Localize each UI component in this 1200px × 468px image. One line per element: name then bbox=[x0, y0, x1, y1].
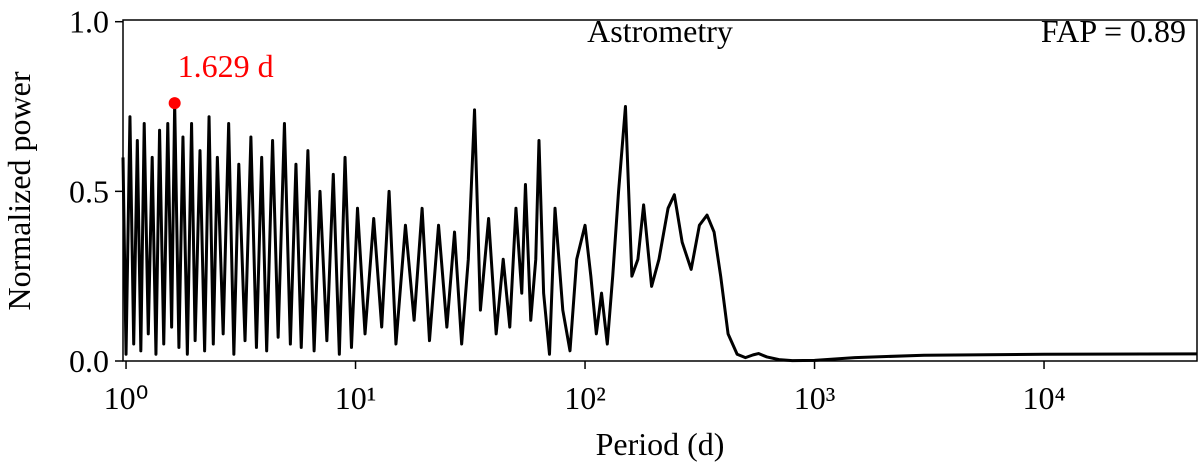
fap-annotation: FAP = 0.89 bbox=[1041, 13, 1186, 49]
chart-title: Astrometry bbox=[587, 13, 733, 49]
y-axis-label: Normalized power bbox=[1, 71, 37, 310]
y-tick-label: 0.5 bbox=[69, 173, 109, 209]
plot-frame bbox=[122, 19, 1198, 362]
y-tick-label: 1.0 bbox=[69, 4, 109, 40]
periodogram-line bbox=[121, 101, 1198, 363]
peak-marker bbox=[168, 97, 181, 110]
y-tick-label: 0.0 bbox=[69, 343, 109, 379]
x-tick-label: 10⁰ bbox=[104, 380, 149, 416]
x-tick-label: 10² bbox=[564, 380, 606, 416]
x-tick-label: 10⁴ bbox=[1022, 380, 1065, 416]
x-axis-label: Period (d) bbox=[596, 426, 725, 462]
x-tick-label: 10³ bbox=[794, 380, 836, 416]
peak-label: 1.629 d bbox=[178, 48, 274, 84]
x-tick-label: 10¹ bbox=[335, 380, 377, 416]
